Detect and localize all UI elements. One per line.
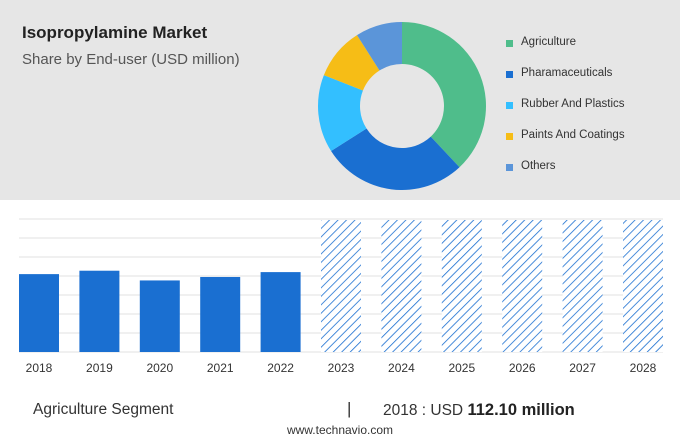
segment-label: Agriculture Segment [33,401,174,418]
legend-item-agriculture: Agriculture [506,33,676,64]
forecast-bar-2026 [502,220,543,352]
x-tick-label: 2028 [630,361,657,375]
legend-item-paints-and-coatings: Paints And Coatings [506,126,676,157]
website-link[interactable]: www.technavio.com [286,423,394,437]
donut-slice-others [356,22,402,71]
x-tick-label: 2019 [86,361,113,375]
forecast-bar-2027 [562,220,603,352]
footer-separator: | [347,399,352,418]
legend-swatch [506,133,513,140]
x-tick-label: 2021 [207,361,234,375]
donut-slice-pharamaceuticals [331,128,460,190]
donut-slice-agriculture [402,22,486,168]
forecast-bar-2025 [441,220,482,352]
legend-swatch [506,102,513,109]
x-tick-label: 2024 [388,361,415,375]
legend-swatch [506,40,513,47]
bar-2022 [260,272,301,352]
legend-label: Rubber And Plastics [521,98,625,110]
legend-swatch [506,164,513,171]
donut-slice-rubber-and-plastics [318,75,367,152]
bar-2021 [200,276,241,352]
x-tick-label: 2018 [26,361,53,375]
donut-legend: Agriculture Pharamaceuticals Rubber And … [506,33,676,188]
legend-label: Paints And Coatings [521,129,625,141]
legend-item-others: Others [506,157,676,188]
legend-item-rubber-and-plastics: Rubber And Plastics [506,95,676,126]
bar-2020 [139,280,180,352]
x-tick-label: 2025 [448,361,475,375]
x-tick-label: 2026 [509,361,536,375]
x-tick-label: 2027 [569,361,596,375]
bar-chart: 2018 2019 2020 2021 2022 2023 2024 2025 2026 2027… [19,218,663,375]
legend-label: Agriculture [521,36,576,48]
forecast-bar-2023 [321,220,361,352]
donut-slice-paints-and-coatings [323,35,380,91]
legend-label: Pharamaceuticals [521,67,613,79]
forecast-bar-2024 [381,220,422,352]
legend-swatch [506,71,513,78]
bar-2019 [79,270,120,352]
bar-2018 [19,274,59,352]
x-tick-label: 2023 [328,361,355,375]
chart-subtitle: Share by End-user (USD million) [22,51,240,68]
segment-year: 2018 : USD [383,402,464,419]
donut-chart [318,22,486,190]
x-tick-label: 2022 [267,361,294,375]
legend-label: Others [521,160,556,172]
legend-item-pharamaceuticals: Pharamaceuticals [506,64,676,95]
chart-title: Isopropylamine Market [22,23,208,42]
segment-amount: 112.10 million [467,401,575,419]
segment-value: 2018 : USD 112.10 million [383,401,575,420]
forecast-bar-2028 [623,220,663,352]
x-tick-label: 2020 [146,361,173,375]
